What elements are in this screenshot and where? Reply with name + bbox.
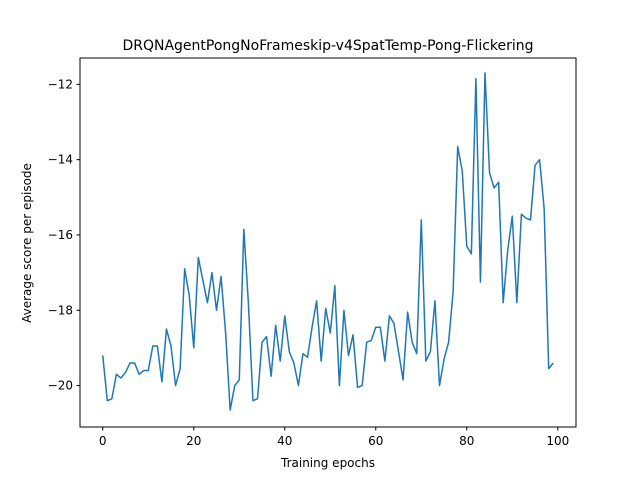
y-tick-label: −16 xyxy=(48,228,73,242)
x-tick-label: 80 xyxy=(459,434,474,448)
y-axis-label: Average score per episode xyxy=(20,163,34,323)
chart-title: DRQNAgentPongNoFrameskip-v4SpatTemp-Pong… xyxy=(122,38,533,54)
y-tick-label: −20 xyxy=(48,379,73,393)
axes-frame xyxy=(79,57,577,428)
x-tick-label: 40 xyxy=(277,434,292,448)
y-tick-label: −14 xyxy=(48,153,73,167)
y-tick-label: −18 xyxy=(48,303,73,317)
x-axis-label: Training epochs xyxy=(280,456,375,470)
series-line xyxy=(102,72,554,411)
x-tick-label: 100 xyxy=(546,434,569,448)
x-tick-label: 20 xyxy=(186,434,201,448)
x-axis: 0 20 40 60 80 100 xyxy=(99,427,569,448)
x-tick-label: 0 xyxy=(99,434,107,448)
y-axis: −20 −18 −16 −14 −12 xyxy=(48,77,80,393)
y-tick-label: −12 xyxy=(48,77,73,91)
x-tick-label: 60 xyxy=(368,434,383,448)
